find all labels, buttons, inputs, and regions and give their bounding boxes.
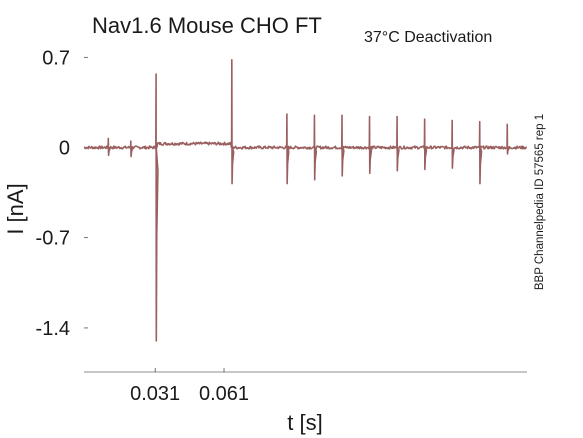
source-note: BBP Channelpedia ID 57565 rep 1	[534, 114, 546, 290]
y-axis-label: I [nA]	[3, 183, 28, 234]
y-tick-label: 0	[59, 138, 70, 160]
chart-subtitle: 37°C Deactivation	[364, 29, 492, 46]
chart-title: Nav1.6 Mouse CHO FT	[92, 13, 322, 38]
x-axis-label: t [s]	[287, 410, 322, 435]
x-axis-ticks: 0.031 0.061	[130, 368, 249, 405]
y-tick-label: 0.7	[42, 47, 70, 69]
y-axis-ticks: 0.7 0 -0.7 -1.4	[36, 47, 88, 340]
y-tick-label: -0.7	[36, 228, 70, 250]
x-tick-label: 0.061	[199, 383, 249, 405]
plot-area	[83, 59, 527, 342]
x-tick-label: 0.031	[130, 383, 180, 405]
current-trace-line	[83, 59, 527, 342]
y-tick-label: -1.4	[36, 318, 70, 340]
